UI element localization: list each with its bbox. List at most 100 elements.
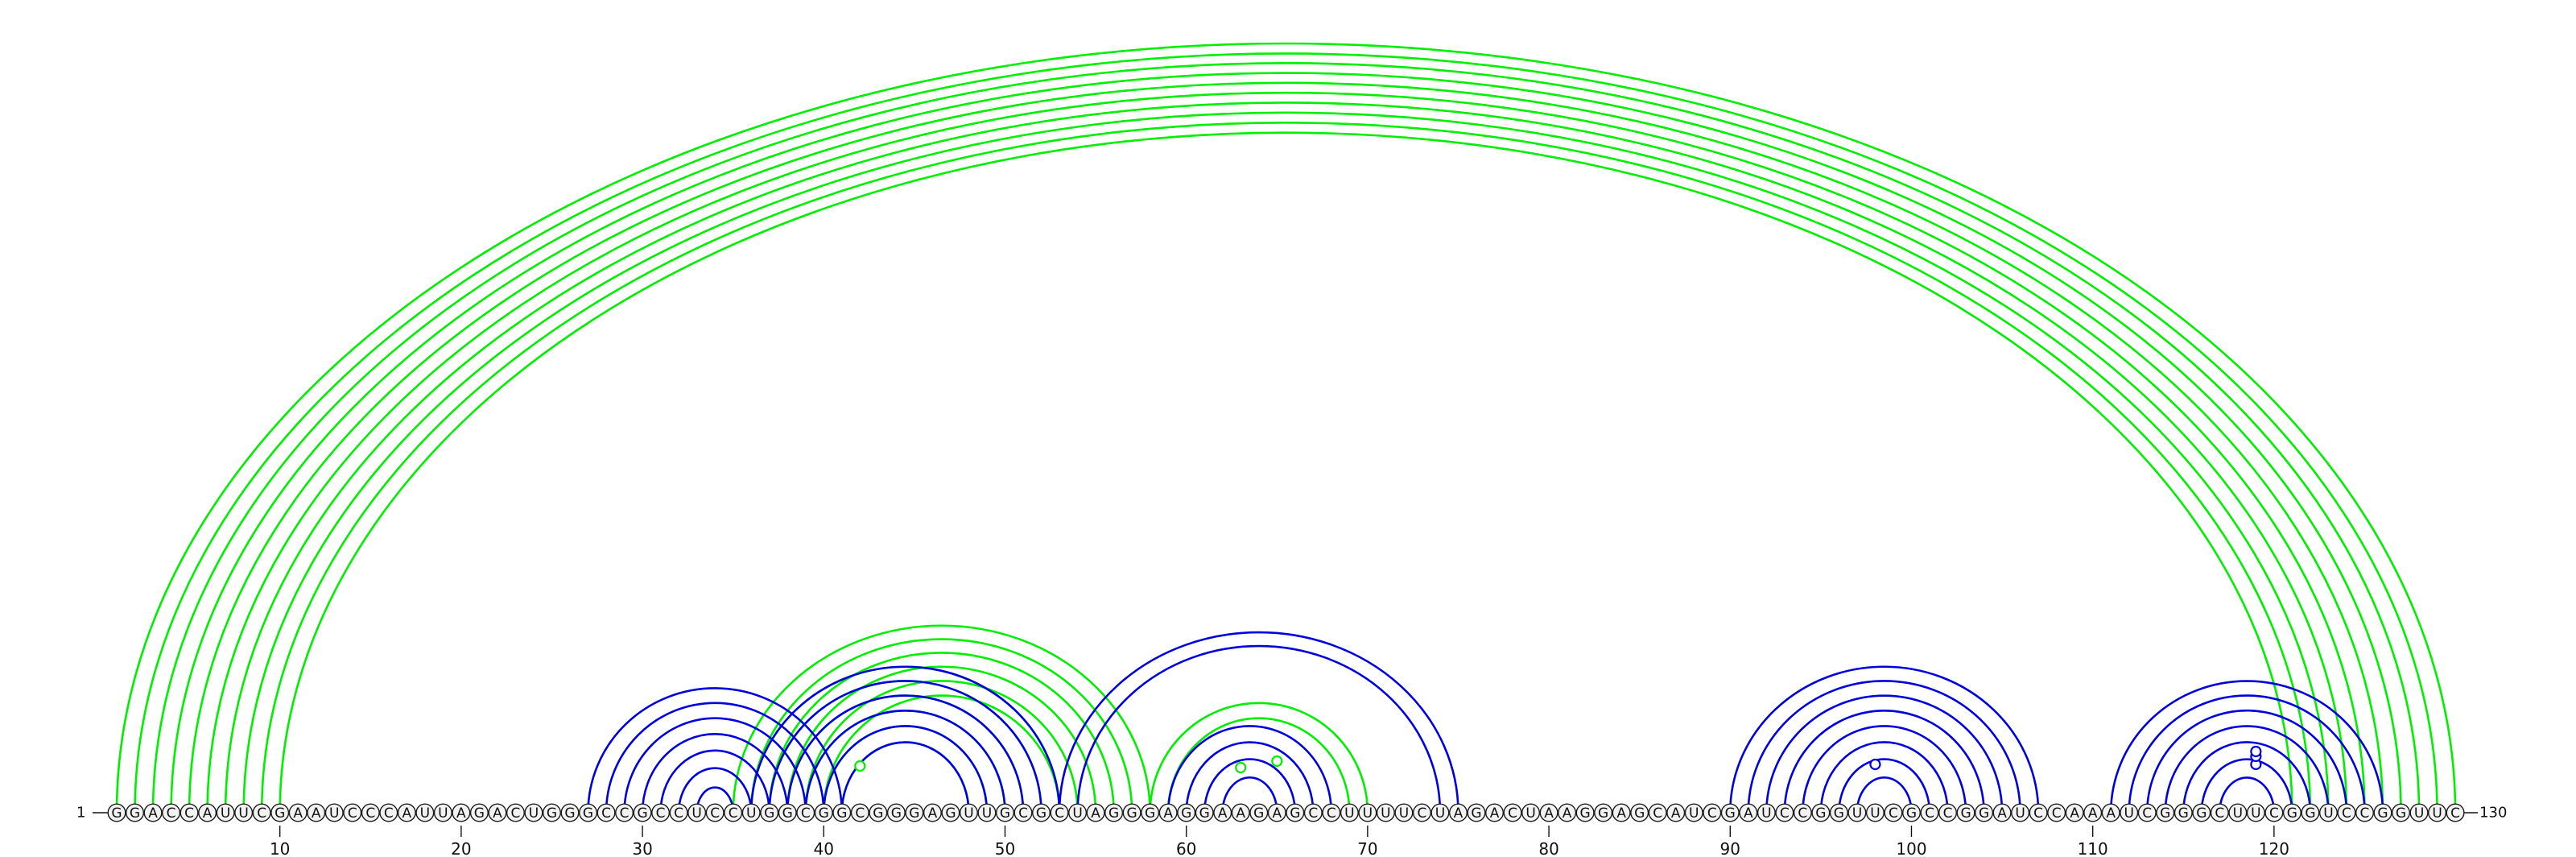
arc-green-37-56 [768,652,1115,814]
nucleotide-letter: U [1381,805,1390,822]
nucleotide-letter: G [836,805,847,822]
nucleotide-letter: G [2377,805,2388,822]
nucleotide-letter: U [1852,805,1862,822]
nucleotide-circle [1086,803,1105,822]
nucleotide-circle [1575,803,1595,822]
nucleotide-letter: C [2052,805,2062,822]
nucleotide-letter: A [2106,805,2116,822]
nucleotide-circle [1920,803,1939,822]
arc-blue-115-122 [2182,741,2312,814]
nucleotide-circle [814,803,833,822]
tick-label-50: 50 [995,839,1015,857]
nucleotide-letter: G [1108,805,1119,822]
arc-blue-36-53 [749,665,1061,814]
arc-green-5-126 [188,81,2384,814]
nucleotide-circle [796,803,815,822]
arc-blue-90-107 [1728,665,2040,814]
nucleotide-letter: U [746,805,756,822]
tick-label-110: 110 [2078,839,2108,857]
nucleotide-letter: U [2432,805,2442,822]
arc-blue-96-101 [1838,758,1931,814]
nucleotide-letter: G [891,805,902,822]
nucleotide-circle [198,803,217,822]
nucleotide-circle [1503,803,1522,822]
arc-blue-27-41 [587,687,844,814]
nucleotide-circle [597,803,616,822]
nucleotide-letter: C [365,805,375,822]
arc-blue-114-123 [2164,725,2330,814]
nucleotide-circle [760,803,779,822]
nucleotide-circle [288,803,308,822]
nucleotide-letter: U [1689,805,1699,822]
arc-green-6-125 [206,91,2366,814]
nucleotide-letter: G [547,805,557,822]
sequence-start-label: 1 [76,805,85,822]
nucleotide-circle [2428,803,2447,822]
nucleotide-circle [1829,803,1848,822]
nucleotide-circle [1703,803,1722,822]
nucleotide-letter: G [1036,805,1046,822]
nucleotide-circle [2264,803,2284,822]
nucleotide-circle [741,803,761,822]
nucleotide-letter: C [511,805,521,822]
nucleotide-letter: G [583,805,593,822]
nucleotide-letter: C [1925,805,1934,822]
nucleotide-circle [2101,803,2120,822]
nucleotide-circle [941,803,960,822]
nucleotide-letter: U [329,805,339,822]
nucleotide-circle [126,803,145,822]
nucleotide-circle [560,803,580,822]
arc-green-10-121 [279,131,2293,814]
nucleotide-circle [1177,803,1196,822]
nucleotide-circle [1956,803,1975,822]
nucleotide-circle [1485,803,1505,822]
nucleotide-circle [1249,803,1269,822]
nucleotide-circle [1594,803,1613,822]
nucleotide-circle [2156,803,2175,822]
nucleotide-letter: G [1725,805,1736,822]
arc-marker-blue-3 [2250,745,2262,758]
nucleotide-circle [433,803,452,822]
arc-green-1-130 [115,42,2457,814]
nucleotide-circle [180,803,199,822]
nucleotide-letter: G [1906,805,1917,822]
nucleotide-letter: A [493,805,502,822]
nucleotide-circle [2355,803,2374,822]
arc-blue-60-67 [1185,741,1315,814]
nucleotide-circle [579,803,598,822]
nucleotide-letter: G [474,805,485,822]
nucleotide-letter: C [1418,805,1427,822]
nucleotide-letter: A [203,805,213,822]
nucleotide-letter: A [1563,805,1572,822]
nucleotide-circle [1720,803,1740,822]
nucleotide-letter: C [729,805,738,822]
nucleotide-letter: G [2396,805,2406,822]
arc-green-58-70 [1149,702,1369,814]
arc-green-40-49 [822,725,989,814]
nucleotide-letter: C [1327,805,1336,822]
nucleotide-circle [397,803,416,822]
nucleotide-letter: C [348,805,357,822]
arc-blue-28-40 [605,702,825,814]
nucleotide-circle [216,803,235,822]
arc-blue-92-105 [1765,694,2004,814]
nucleotide-letter: G [1834,805,1844,822]
nucleotide-circle [2047,803,2066,822]
nucleotide-letter: C [1889,805,1898,822]
nucleotide-circle [2029,803,2048,822]
arc-green-8-123 [242,111,2330,814]
arc-blue-111-126 [2109,680,2384,814]
nucleotide-circle [2065,803,2084,822]
arc-blue-59-68 [1166,725,1333,814]
nucleotide-letter: U [1525,805,1535,822]
nucleotide-letter: G [1979,805,1989,822]
nucleotide-circle [1050,803,1069,822]
nucleotide-circle [1793,803,1812,822]
nucleotide-circle [2301,803,2320,822]
nucleotide-letter: G [1471,805,1481,822]
nucleotide-circle [1448,803,1468,822]
nucleotide-letter: C [1780,805,1790,822]
nucleotide-circle [1847,803,1867,822]
nucleotide-letter: A [1272,805,1282,822]
nucleotide-circle [1938,803,1958,822]
